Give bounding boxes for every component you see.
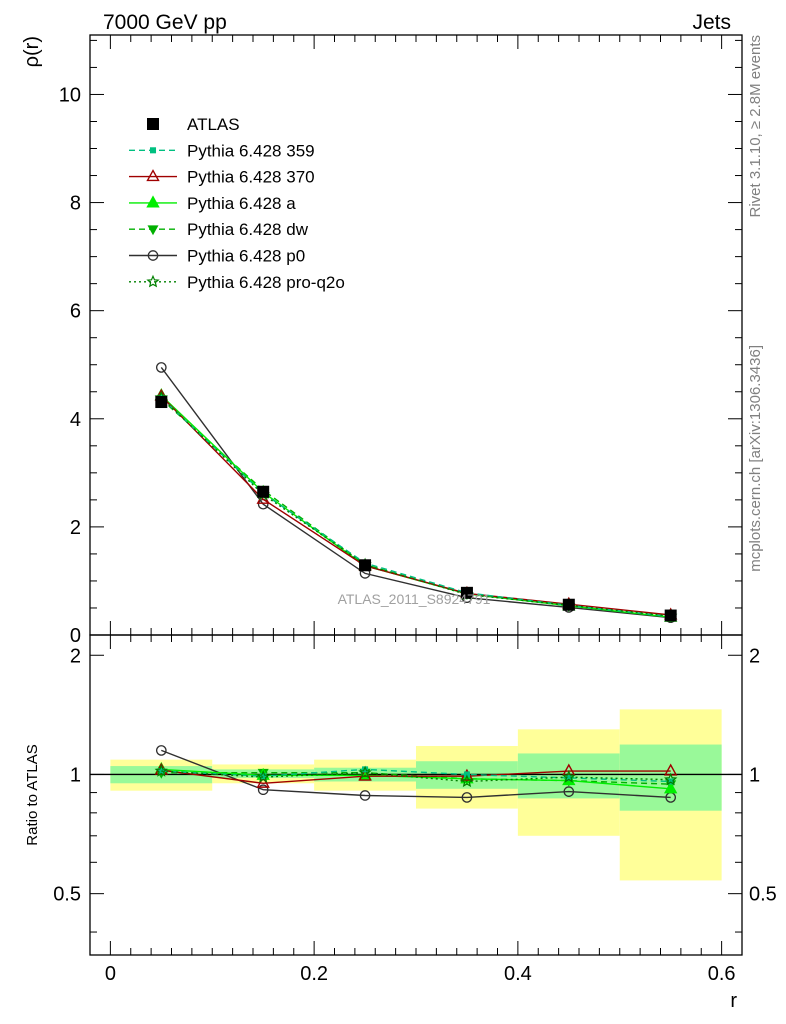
legend-marker [147, 118, 159, 130]
y-tick-label: 0 [70, 625, 81, 647]
ratio-y-tick-label: 0.5 [53, 884, 81, 906]
ratio-y-axis-label: Ratio to ATLAS [24, 744, 41, 845]
x-axis-label: r [730, 990, 737, 1012]
y-tick-label: 2 [70, 517, 81, 539]
legend-marker [147, 225, 159, 236]
ratio-data-point [154, 764, 168, 777]
legend-marker [149, 147, 157, 154]
main-y-axis-label: ρ(r) [21, 36, 43, 67]
series-line [160, 397, 671, 618]
data-point [155, 396, 168, 409]
legend: ATLAS Pythia 6.428 359 Pythia 6.428 370 Pyt… [129, 115, 345, 292]
ratio-data-point [256, 770, 270, 783]
legend-label: ATLAS [187, 115, 240, 134]
legend-label: Pythia 6.428 dw [187, 220, 309, 239]
ratio-series-line [161, 770, 671, 783]
series-line [160, 395, 671, 616]
ratio-y-tick-label: 1 [70, 764, 81, 786]
ratio-data-point [257, 784, 269, 796]
mcplots-text: mcplots.cern.ch [arXiv:1306.3436] [747, 345, 764, 572]
legend-entry: Pythia 6.428 dw [129, 220, 309, 239]
legend-entry: Pythia 6.428 a [129, 194, 296, 213]
ratio-y-tick-label-right: 0.5 [749, 884, 777, 906]
ratio-data-point [664, 772, 678, 786]
ratio-data-point [460, 774, 474, 788]
watermark-text: ATLAS_2011_S8924791 [338, 591, 491, 607]
data-point [460, 586, 473, 599]
ratio-data-point [260, 773, 267, 780]
ratio-data-point [155, 745, 167, 756]
ratio-series-line [161, 769, 671, 785]
series-pythia-6-428-p0 [155, 362, 677, 624]
x-tick-label: 0.4 [504, 963, 532, 985]
legend-label: Pythia 6.428 a [187, 194, 296, 213]
ratio-data-point [359, 790, 371, 801]
series-line [160, 394, 671, 618]
y-tick-label: 10 [59, 84, 81, 106]
legend-entry: Pythia 6.428 370 [129, 168, 315, 187]
ratio-data-point [362, 766, 369, 773]
data-point [562, 598, 575, 611]
ratio-y-tick-label: 2 [70, 645, 81, 667]
legend-entry: Pythia 6.428 p0 [129, 247, 305, 266]
header-left-text: 7000 GeV pp [103, 11, 227, 34]
ratio-data-point [463, 771, 470, 778]
x-tick-label: 0 [105, 963, 116, 985]
rivet-version-text: Rivet 3.1.10, ≥ 2.8M events [747, 35, 764, 218]
data-point [359, 559, 372, 572]
ratio-series-line [161, 768, 671, 783]
ratio-y-tick-label-right: 2 [749, 645, 760, 667]
series-line [160, 397, 671, 617]
series-line [160, 398, 671, 618]
legend-entry: ATLAS [147, 115, 240, 134]
ratio-data-point [563, 786, 575, 797]
ratio-data-point [461, 792, 473, 803]
y-tick-label: 4 [70, 409, 81, 431]
legend-marker [146, 169, 160, 182]
legend-entry: Pythia 6.428 pro-q2o [129, 273, 345, 292]
ratio-y-tick-label-right: 1 [749, 764, 760, 786]
ratio-series-pythia-6-428-pro-q2o [154, 764, 678, 788]
legend-marker [146, 274, 160, 288]
y-tick-label: 8 [70, 193, 81, 215]
series-pythia-6-428-a [154, 388, 678, 622]
ratio-data-point [663, 781, 678, 794]
ratio-stat-uncertainty-band [619, 744, 722, 811]
header-right-text: Jets [692, 11, 731, 34]
legend-marker [146, 195, 160, 208]
series-pythia-6-428-370 [154, 388, 678, 620]
ratio-data-point [562, 770, 576, 783]
ratio-series-line [161, 749, 671, 799]
ratio-data-point [256, 775, 270, 788]
data-point [664, 609, 677, 622]
series-pythia-6-428-dw [155, 395, 677, 623]
legend-label: Pythia 6.428 pro-q2o [187, 273, 345, 292]
legend-label: Pythia 6.428 p0 [187, 247, 305, 266]
x-tick-label: 0.2 [300, 963, 328, 985]
ratio-series-pythia-6-428-p0 [155, 745, 677, 803]
legend-label: Pythia 6.428 370 [187, 168, 315, 187]
ratio-data-point [667, 778, 674, 785]
data-point [155, 362, 167, 373]
ratio-data-point [358, 765, 372, 779]
ratio-data-point [565, 774, 572, 781]
legend-label: Pythia 6.428 359 [187, 141, 315, 160]
legend-entry: Pythia 6.428 359 [129, 141, 315, 160]
x-tick-label: 0.6 [708, 963, 736, 985]
ratio-series-layer [154, 745, 678, 803]
data-point [257, 485, 270, 498]
legend-marker [147, 250, 159, 261]
ratio-panel [90, 709, 742, 881]
main-series-layer [154, 362, 678, 624]
y-tick-label: 6 [70, 301, 81, 323]
ratio-data-point [562, 763, 576, 776]
series-atlas [155, 396, 677, 622]
